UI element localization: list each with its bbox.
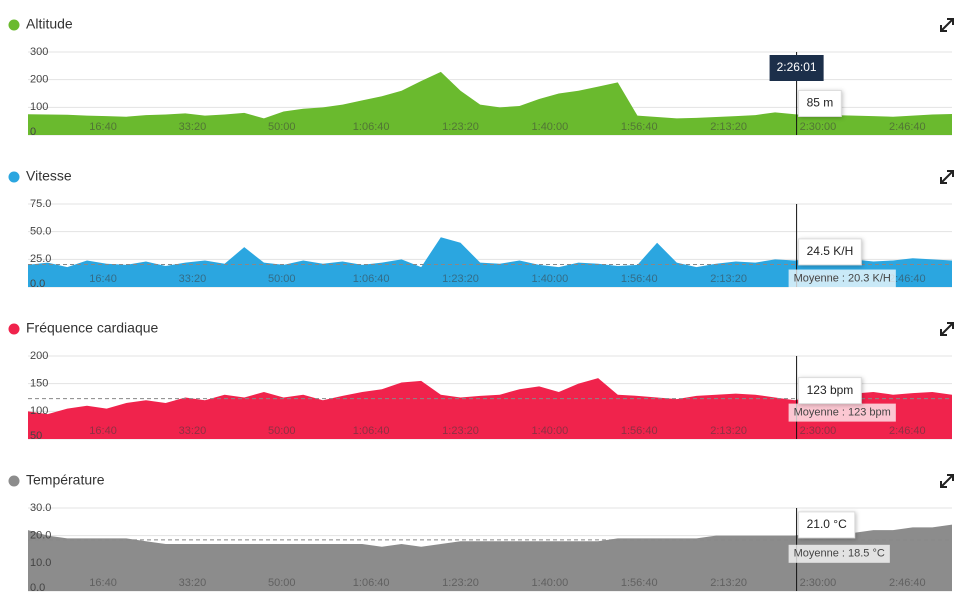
average-label: Moyenne : 20.3 K/H — [794, 272, 891, 284]
x-tick-label: 2:13:20 — [710, 121, 747, 133]
expand-button[interactable] — [940, 18, 954, 32]
y-tick-label: 50 — [30, 430, 42, 442]
tooltip-time-box — [769, 55, 824, 81]
x-tick-label: 1:06:40 — [353, 273, 390, 285]
x-tick-label: 1:23:20 — [442, 577, 479, 589]
x-tick-label: 1:56:40 — [621, 273, 658, 285]
y-tick-label: 200 — [30, 350, 48, 362]
x-tick-label: 33:20 — [179, 273, 207, 285]
x-tick-label: 1:56:40 — [621, 121, 658, 133]
y-tick-label: 100 — [30, 405, 48, 417]
x-tick-label: 1:06:40 — [353, 121, 390, 133]
x-tick-label: 33:20 — [179, 577, 207, 589]
x-tick-label: 50:00 — [268, 425, 296, 437]
y-tick-label: 0 — [30, 126, 36, 138]
x-tick-label: 2:13:20 — [710, 577, 747, 589]
y-tick-label: 0.0 — [30, 582, 45, 594]
legend-dot — [8, 19, 20, 31]
chart-title: Fréquence cardiaque — [26, 320, 159, 336]
area — [28, 237, 952, 287]
y-tick-label: 150 — [30, 378, 48, 390]
area — [28, 71, 952, 135]
y-tick-label: 25.0 — [30, 253, 51, 265]
x-tick-label: 50:00 — [268, 121, 296, 133]
x-tick-label: 1:40:00 — [532, 273, 569, 285]
tooltip-box — [798, 238, 862, 266]
x-tick-label: 1:23:20 — [442, 121, 479, 133]
y-tick-label: 200 — [30, 74, 48, 86]
x-tick-label: 1:23:20 — [442, 425, 479, 437]
expand-button[interactable] — [940, 474, 954, 488]
x-tick-label: 1:56:40 — [621, 425, 658, 437]
x-tick-label: 2:46:40 — [889, 273, 926, 285]
x-tick-label: 50:00 — [268, 273, 296, 285]
y-tick-label: 0.0 — [30, 278, 45, 290]
y-tick-label: 10.0 — [30, 557, 51, 569]
tooltip-value: 24.5 K/H — [807, 244, 854, 258]
x-tick-label: 2:46:40 — [889, 121, 926, 133]
chart-title: Vitesse — [26, 168, 72, 184]
average-label-box — [788, 544, 890, 563]
y-tick-label: 30.0 — [30, 502, 51, 514]
x-tick-label: 16:40 — [89, 425, 117, 437]
x-tick-label: 1:40:00 — [532, 425, 569, 437]
x-tick-label: 1:56:40 — [621, 577, 658, 589]
average-label: Moyenne : 123 bpm — [794, 407, 891, 419]
x-tick-label: 1:40:00 — [532, 577, 569, 589]
area — [28, 524, 952, 591]
chart-panel: Altitude 0 100 200 300 16:40 33:20 50:00 1:06:40… — [8, 16, 954, 138]
chart-panel: Fréquence cardiaque 50 100 150 200 16:40 33:20… — [8, 320, 954, 442]
y-tick-label: 100 — [30, 101, 48, 113]
x-tick-label: 1:06:40 — [353, 425, 390, 437]
tooltip-time: 2:26:01 — [777, 60, 817, 74]
average-label-box — [788, 269, 896, 288]
legend-dot — [8, 323, 20, 335]
x-tick-label: 2:46:40 — [889, 425, 926, 437]
x-tick-label: 2:13:20 — [710, 425, 747, 437]
tooltip-value: 85 m — [807, 96, 834, 110]
x-tick-label: 2:30:00 — [800, 121, 837, 133]
chart-title: Température — [26, 472, 105, 488]
x-tick-label: 50:00 — [268, 577, 296, 589]
average-label: Moyenne : 18.5 °C — [794, 548, 885, 560]
chart-panel: Température 0.0 10.0 20.0 30.0 16:40 33:20 50:0… — [8, 472, 954, 594]
expand-button[interactable] — [940, 322, 954, 336]
chart-panel: Vitesse 0.0 25.0 50.0 75.0 16:40 33:20 50:00 1:0… — [8, 168, 954, 290]
chart-title: Altitude — [26, 16, 73, 32]
x-tick-label: 2:30:00 — [800, 577, 837, 589]
expand-button[interactable] — [940, 170, 954, 184]
average-label-box — [788, 403, 896, 422]
tooltip-box — [798, 89, 842, 117]
x-tick-label: 1:40:00 — [532, 121, 569, 133]
x-tick-label: 33:20 — [179, 425, 207, 437]
x-tick-label: 33:20 — [179, 121, 207, 133]
tooltip-value: 21.0 °C — [807, 517, 847, 531]
tooltip-value: 123 bpm — [807, 383, 854, 397]
y-tick-label: 75.0 — [30, 198, 51, 210]
tooltip-box — [798, 511, 856, 539]
x-tick-label: 2:30:00 — [800, 425, 837, 437]
y-tick-label: 50.0 — [30, 226, 51, 238]
x-tick-label: 1:06:40 — [353, 577, 390, 589]
tooltip-box — [798, 377, 862, 405]
x-tick-label: 16:40 — [89, 273, 117, 285]
legend-dot — [8, 475, 20, 487]
x-tick-label: 16:40 — [89, 577, 117, 589]
x-tick-label: 2:13:20 — [710, 273, 747, 285]
legend-dot — [8, 171, 20, 183]
y-tick-label: 300 — [30, 46, 48, 58]
area — [28, 378, 952, 439]
x-tick-label: 1:23:20 — [442, 273, 479, 285]
y-tick-label: 20.0 — [30, 530, 51, 542]
x-tick-label: 2:46:40 — [889, 577, 926, 589]
x-tick-label: 16:40 — [89, 121, 117, 133]
